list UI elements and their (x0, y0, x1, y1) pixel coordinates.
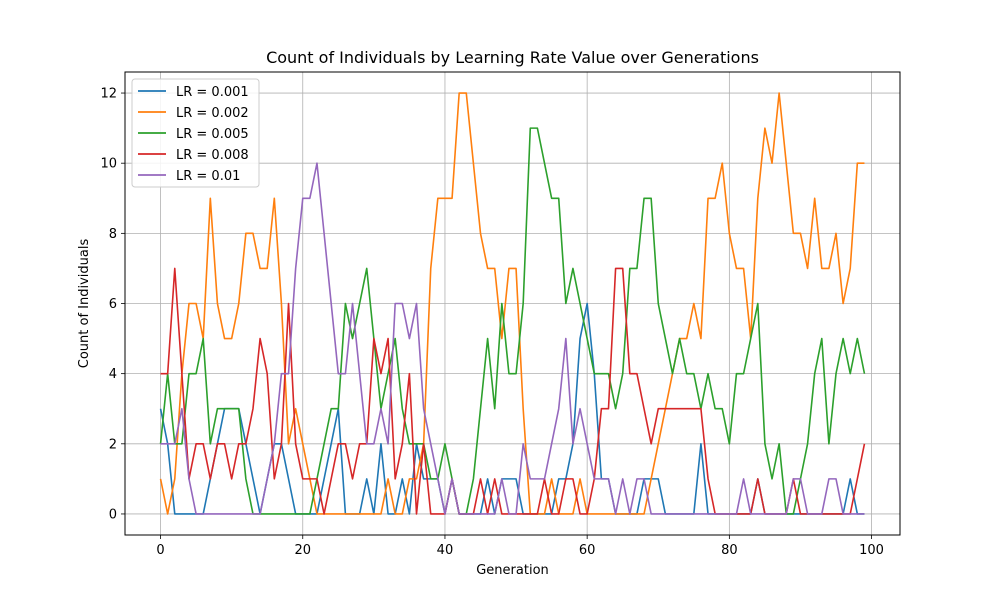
series-line-5 (160, 162, 865, 515)
legend-label: LR = 0.005 (176, 127, 249, 142)
x-tick-label: 80 (721, 543, 738, 558)
x-axis-title: Generation (476, 563, 549, 578)
legend-label: LR = 0.01 (176, 169, 240, 184)
y-tick-label: 2 (109, 437, 117, 452)
y-tick-label: 12 (100, 87, 117, 102)
y-tick-label: 0 (109, 507, 117, 522)
series-lines (159, 92, 866, 515)
series-line-2 (159, 92, 865, 515)
y-axis-title: Count of Individuals (77, 239, 92, 369)
x-tick-label: 40 (437, 543, 454, 558)
legend-box (131, 78, 260, 188)
legend: LR = 0.001 LR = 0.002 LR = 0.005 LR = 0.008… (131, 78, 260, 188)
y-tick-label: 10 (100, 157, 117, 172)
legend-label: LR = 0.008 (176, 148, 249, 163)
y-tick-label: 6 (109, 297, 117, 312)
chart-title: Count of Individuals by Learning Rate Va… (266, 48, 759, 67)
x-tick-label: 100 (859, 543, 884, 558)
y-tick-label: 4 (109, 367, 117, 382)
x-tick-label: 60 (579, 543, 596, 558)
x-tick-label: 0 (156, 543, 164, 558)
y-tick-label: 8 (109, 227, 117, 242)
axis-ticks: 0 20 40 60 80 100 0 2 4 6 8 10 12 (100, 87, 884, 558)
x-tick-label: 20 (294, 543, 311, 558)
legend-label: LR = 0.002 (176, 106, 249, 121)
legend-label: LR = 0.001 (176, 85, 249, 100)
series-line-3 (159, 127, 866, 515)
